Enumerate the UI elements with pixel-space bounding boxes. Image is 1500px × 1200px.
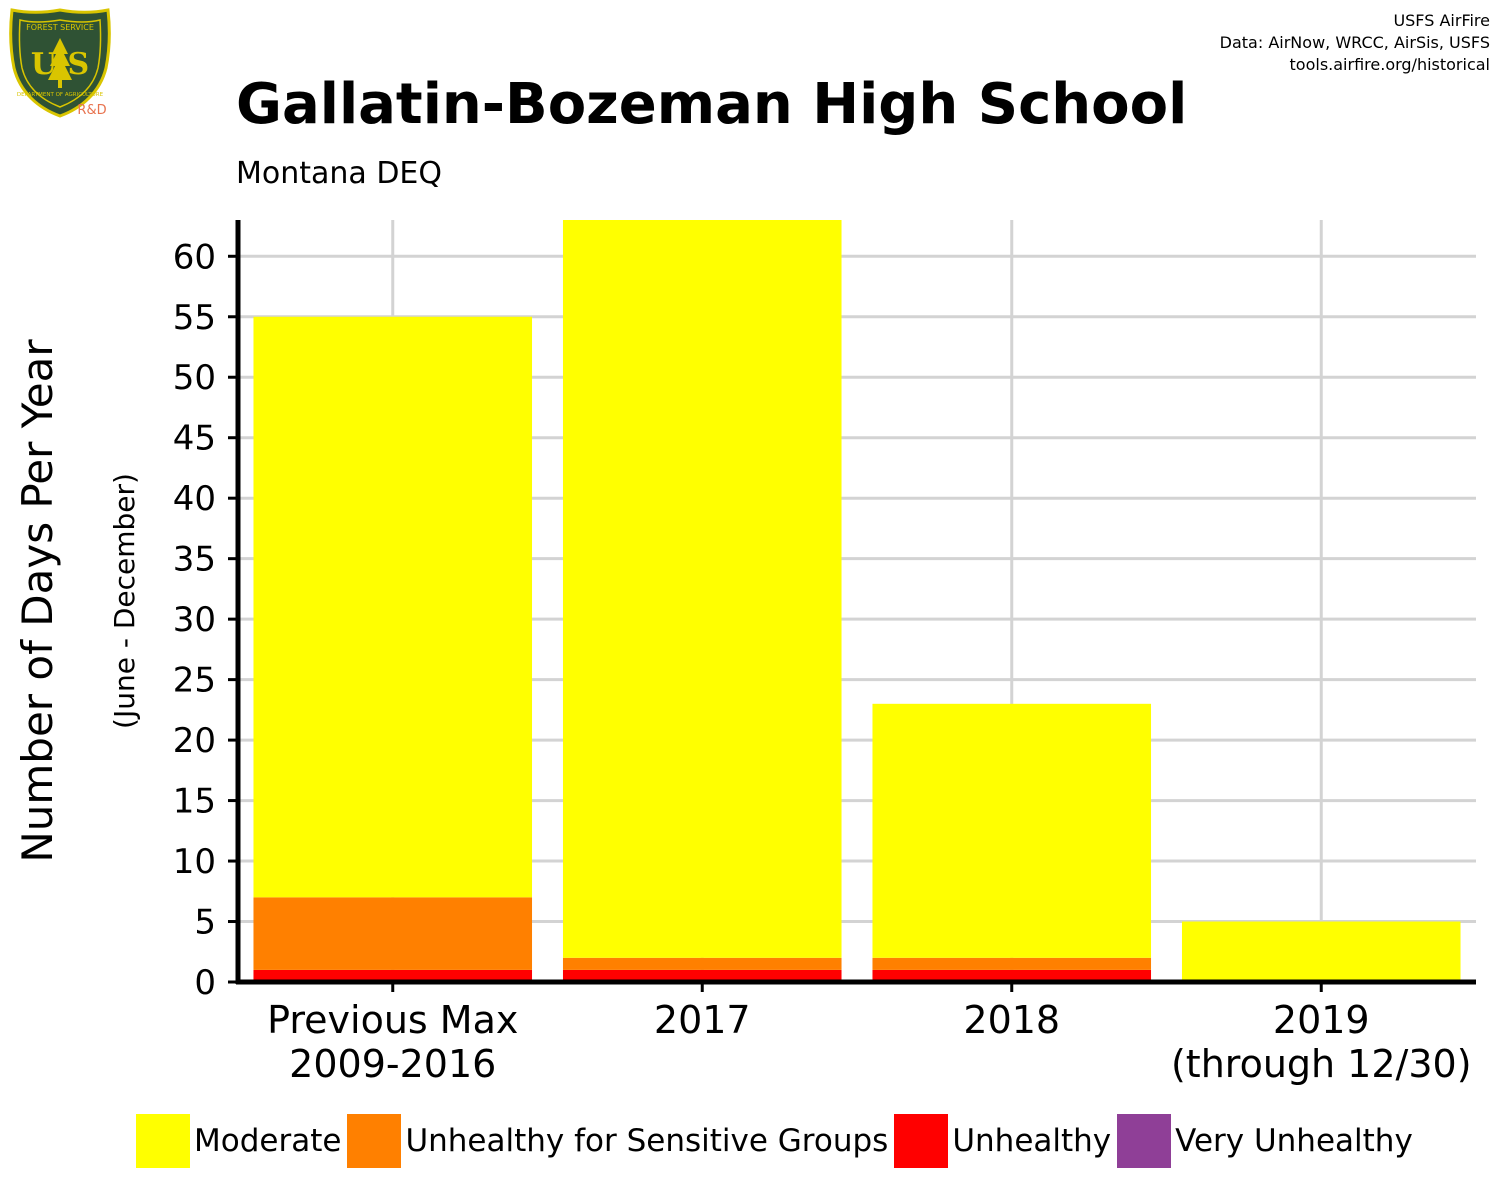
legend-label: Unhealthy (952, 1123, 1112, 1159)
legend-label: Unhealthy for Sensitive Groups (405, 1123, 889, 1159)
bar-segment (872, 957, 1152, 970)
credit-line: Data: AirNow, WRCC, AirSis, USFS (1219, 33, 1490, 52)
credit-line: tools.airfire.org/historical (1289, 55, 1490, 74)
y-axis-label: Number of Days Per Year (13, 339, 62, 863)
y-tick-label: 30 (173, 600, 216, 640)
x-tick-label: 2017 (654, 998, 751, 1042)
legend-item: Very Unhealthy (1117, 1114, 1413, 1168)
bar-segment (253, 969, 533, 982)
y-tick-label: 50 (173, 358, 216, 398)
y-tick-label: 20 (173, 721, 216, 761)
legend-item: Unhealthy for Sensitive Groups (347, 1114, 888, 1168)
legend-label: Moderate (194, 1123, 342, 1159)
legend-item: Moderate (136, 1114, 341, 1168)
legend-label: Very Unhealthy (1175, 1123, 1413, 1159)
y-tick-label: 55 (173, 298, 216, 338)
y-tick-label: 40 (173, 479, 216, 519)
bar-segment (562, 957, 842, 970)
chart-subtitle: Montana DEQ (236, 156, 443, 191)
bar-segment (872, 969, 1152, 982)
legend-swatch-unhealthy (894, 1114, 949, 1168)
x-tick-label: (through 12/30) (1171, 1042, 1472, 1086)
x-tick-label: 2019 (1273, 998, 1370, 1042)
legend-item: Unhealthy (894, 1114, 1111, 1168)
bar-segment (253, 897, 533, 970)
bar-segment (253, 316, 533, 898)
legend-swatch-moderate (136, 1114, 190, 1168)
y-tick-label: 60 (173, 237, 216, 277)
credit-line: USFS AirFire (1393, 11, 1490, 30)
x-tick-label: Previous Max (267, 998, 518, 1042)
bar-chart: 0 5 10 15 20 25 30 35 40 45 50 55 60 Previous Max2009… (13, 220, 1476, 1086)
y-tick-label: 0 (194, 963, 216, 1003)
y-tick-label: 10 (173, 842, 216, 882)
x-tick-label: 2018 (963, 998, 1060, 1042)
tree-icon (48, 38, 72, 88)
logo-inner-ring (18, 19, 102, 108)
bar-segment (562, 220, 842, 958)
logo-badge: R&D (77, 103, 106, 118)
y-tick-label: 35 (173, 540, 216, 580)
logo-text-top: FOREST SERVICE (26, 23, 94, 32)
y-tick-label: 5 (194, 903, 216, 943)
y-tick-label: 15 (173, 782, 216, 822)
legend: Moderate Unhealthy for Sensitive Groups … (136, 1114, 1419, 1168)
x-tick-label: 2009-2016 (289, 1042, 496, 1086)
y-axis-sublabel: (June - December) (108, 473, 141, 729)
bar-segment (1181, 921, 1461, 982)
y-tick-label: 25 (173, 661, 216, 701)
usfs-logo: FOREST SERVICE U S DEPARTMENT OF AGRICUL… (9, 8, 111, 118)
bar-segment (872, 703, 1152, 958)
legend-swatch-very-unhealthy (1117, 1114, 1172, 1168)
credits: USFS AirFire Data: AirNow, WRCC, AirSis,… (1220, 10, 1490, 76)
chart-title: Gallatin-Bozeman High School (236, 72, 1188, 137)
bar-segment (562, 969, 842, 982)
legend-swatch-usg (347, 1114, 402, 1168)
logo-text-bottom: DEPARTMENT OF AGRICULTURE (17, 92, 104, 98)
y-tick-label: 45 (173, 419, 216, 459)
